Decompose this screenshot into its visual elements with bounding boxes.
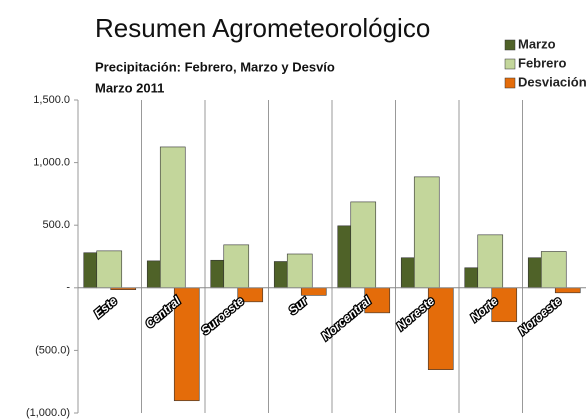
bar [364, 287, 391, 314]
bar [527, 257, 542, 289]
legend-label: Marzo [518, 36, 556, 51]
bar [413, 176, 440, 289]
bar [554, 287, 581, 294]
bar [427, 287, 454, 370]
bar [286, 253, 313, 289]
x-tick-label: Norcentral [319, 293, 374, 343]
y-tick-label: (500.0) [35, 344, 70, 356]
chart-subtitle: Marzo 2011 [95, 80, 164, 95]
legend-label: Desviación [518, 74, 586, 89]
bar [223, 244, 250, 289]
bar [337, 225, 352, 289]
y-tick-label: - [66, 282, 70, 294]
y-tick-label: (1,000.0) [26, 407, 70, 419]
y-tick-label: 1,000.0 [33, 157, 70, 169]
bar [491, 287, 518, 323]
bar [400, 257, 415, 289]
bar [464, 267, 479, 289]
bar [350, 201, 377, 289]
y-tick-label: 500.0 [42, 219, 70, 231]
legend-swatch [504, 77, 516, 89]
bar [300, 287, 327, 296]
x-tick-label: Este [91, 294, 120, 321]
legend-label: Febrero [518, 55, 566, 70]
bar [96, 250, 123, 289]
bar [477, 234, 504, 289]
bar [173, 287, 200, 402]
x-tick-label: Sur [286, 293, 311, 317]
bar [146, 260, 161, 289]
legend-swatch [504, 39, 516, 51]
legend-swatch [504, 58, 516, 70]
bar [83, 252, 98, 289]
x-tick-label: Suroeste [198, 294, 247, 338]
bar [273, 261, 288, 289]
y-tick-label: 1,500.0 [33, 94, 70, 106]
bar [210, 259, 225, 289]
chart-subtitle: Precipitación: Febrero, Marzo y Desvío [95, 59, 335, 74]
bar [540, 251, 567, 289]
chart-title: Resumen Agrometeorológico [95, 13, 430, 43]
bar [159, 146, 186, 289]
